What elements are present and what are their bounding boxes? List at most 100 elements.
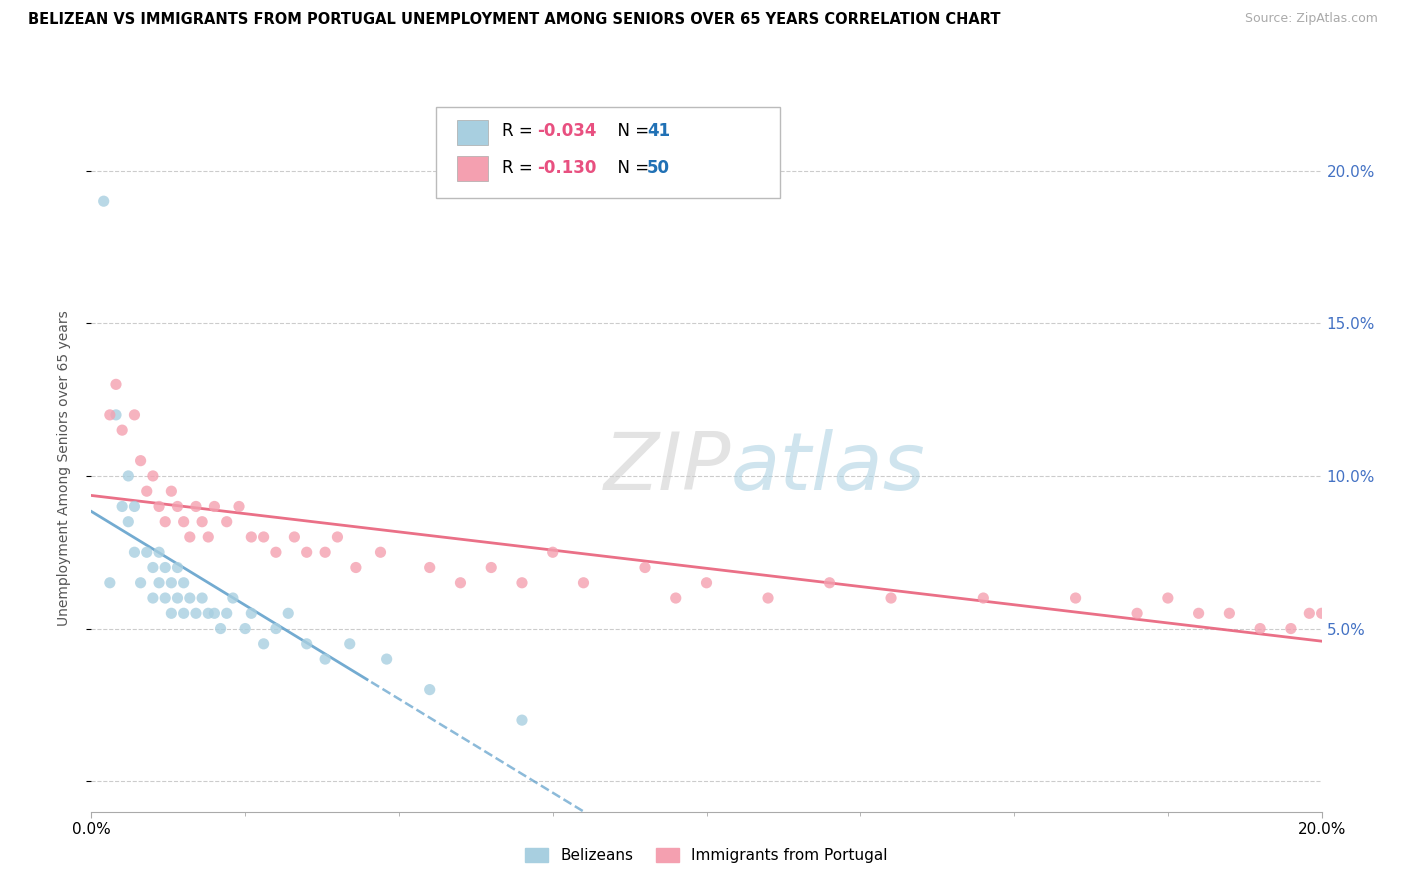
Point <box>153 560 177 574</box>
Point <box>634 560 657 574</box>
Point <box>222 591 245 605</box>
Point <box>344 560 367 574</box>
Text: -0.130: -0.130 <box>537 159 596 177</box>
Point <box>233 622 256 636</box>
Text: R =: R = <box>502 122 538 140</box>
Point <box>160 484 183 499</box>
Point <box>179 591 201 605</box>
Point <box>277 607 299 621</box>
Point <box>1249 622 1271 636</box>
Point <box>696 575 718 590</box>
Point <box>111 423 134 437</box>
Point <box>173 575 195 590</box>
Point <box>129 575 152 590</box>
Text: -0.034: -0.034 <box>537 122 596 140</box>
Point <box>184 500 207 514</box>
Point <box>191 515 214 529</box>
Point <box>148 545 170 559</box>
Point <box>179 530 201 544</box>
Point <box>479 560 502 574</box>
Text: R =: R = <box>502 159 538 177</box>
Point <box>202 500 225 514</box>
Point <box>135 545 157 559</box>
Text: N =: N = <box>607 159 655 177</box>
Point <box>240 607 263 621</box>
Point <box>166 591 188 605</box>
Point <box>142 591 165 605</box>
Point <box>264 622 287 636</box>
Point <box>326 530 349 544</box>
Point <box>1187 607 1209 621</box>
Point <box>370 545 392 559</box>
Point <box>124 500 146 514</box>
Text: atlas: atlas <box>731 429 927 508</box>
Point <box>449 575 471 590</box>
Point <box>1298 607 1320 621</box>
Point <box>98 408 121 422</box>
Point <box>124 408 146 422</box>
Point <box>117 469 139 483</box>
Point <box>197 530 219 544</box>
Point <box>142 469 165 483</box>
Point <box>314 652 336 666</box>
Point <box>153 515 177 529</box>
Point <box>818 575 841 590</box>
Point <box>111 500 134 514</box>
Legend: Belizeans, Immigrants from Portugal: Belizeans, Immigrants from Portugal <box>519 842 894 870</box>
Point <box>124 545 146 559</box>
Point <box>148 575 170 590</box>
Point <box>1126 607 1149 621</box>
Point <box>191 591 214 605</box>
Point <box>665 591 688 605</box>
Point <box>117 515 139 529</box>
Point <box>202 607 225 621</box>
Point <box>510 713 533 727</box>
Point <box>264 545 287 559</box>
Point <box>572 575 595 590</box>
Point <box>541 545 564 559</box>
Point <box>339 637 361 651</box>
Point <box>148 500 170 514</box>
Point <box>153 591 177 605</box>
Point <box>756 591 779 605</box>
Point <box>295 545 318 559</box>
Point <box>135 484 157 499</box>
Point <box>419 682 441 697</box>
Point <box>880 591 903 605</box>
Y-axis label: Unemployment Among Seniors over 65 years: Unemployment Among Seniors over 65 years <box>56 310 70 626</box>
Text: ZIP: ZIP <box>603 429 731 508</box>
Text: 50: 50 <box>647 159 669 177</box>
Text: N =: N = <box>607 122 655 140</box>
Point <box>1310 607 1333 621</box>
Point <box>105 408 127 422</box>
Text: BELIZEAN VS IMMIGRANTS FROM PORTUGAL UNEMPLOYMENT AMONG SENIORS OVER 65 YEARS CO: BELIZEAN VS IMMIGRANTS FROM PORTUGAL UNE… <box>28 12 1001 27</box>
Point <box>972 591 994 605</box>
Point <box>375 652 398 666</box>
Point <box>215 607 238 621</box>
Point <box>1218 607 1240 621</box>
Point <box>510 575 533 590</box>
Point <box>160 575 183 590</box>
Point <box>184 607 207 621</box>
Point <box>197 607 219 621</box>
Point <box>173 515 195 529</box>
Point <box>419 560 441 574</box>
Point <box>93 194 115 209</box>
Point <box>295 637 318 651</box>
Point <box>166 560 188 574</box>
Point <box>215 515 238 529</box>
Point <box>1157 591 1180 605</box>
Point <box>253 530 276 544</box>
Point <box>105 377 127 392</box>
Point <box>1279 622 1302 636</box>
Point <box>142 560 165 574</box>
Point <box>173 607 195 621</box>
Point <box>253 637 276 651</box>
Point <box>314 545 336 559</box>
Text: 41: 41 <box>647 122 669 140</box>
Point <box>98 575 121 590</box>
Point <box>240 530 263 544</box>
Point <box>228 500 250 514</box>
Point <box>209 622 232 636</box>
Text: Source: ZipAtlas.com: Source: ZipAtlas.com <box>1244 12 1378 25</box>
